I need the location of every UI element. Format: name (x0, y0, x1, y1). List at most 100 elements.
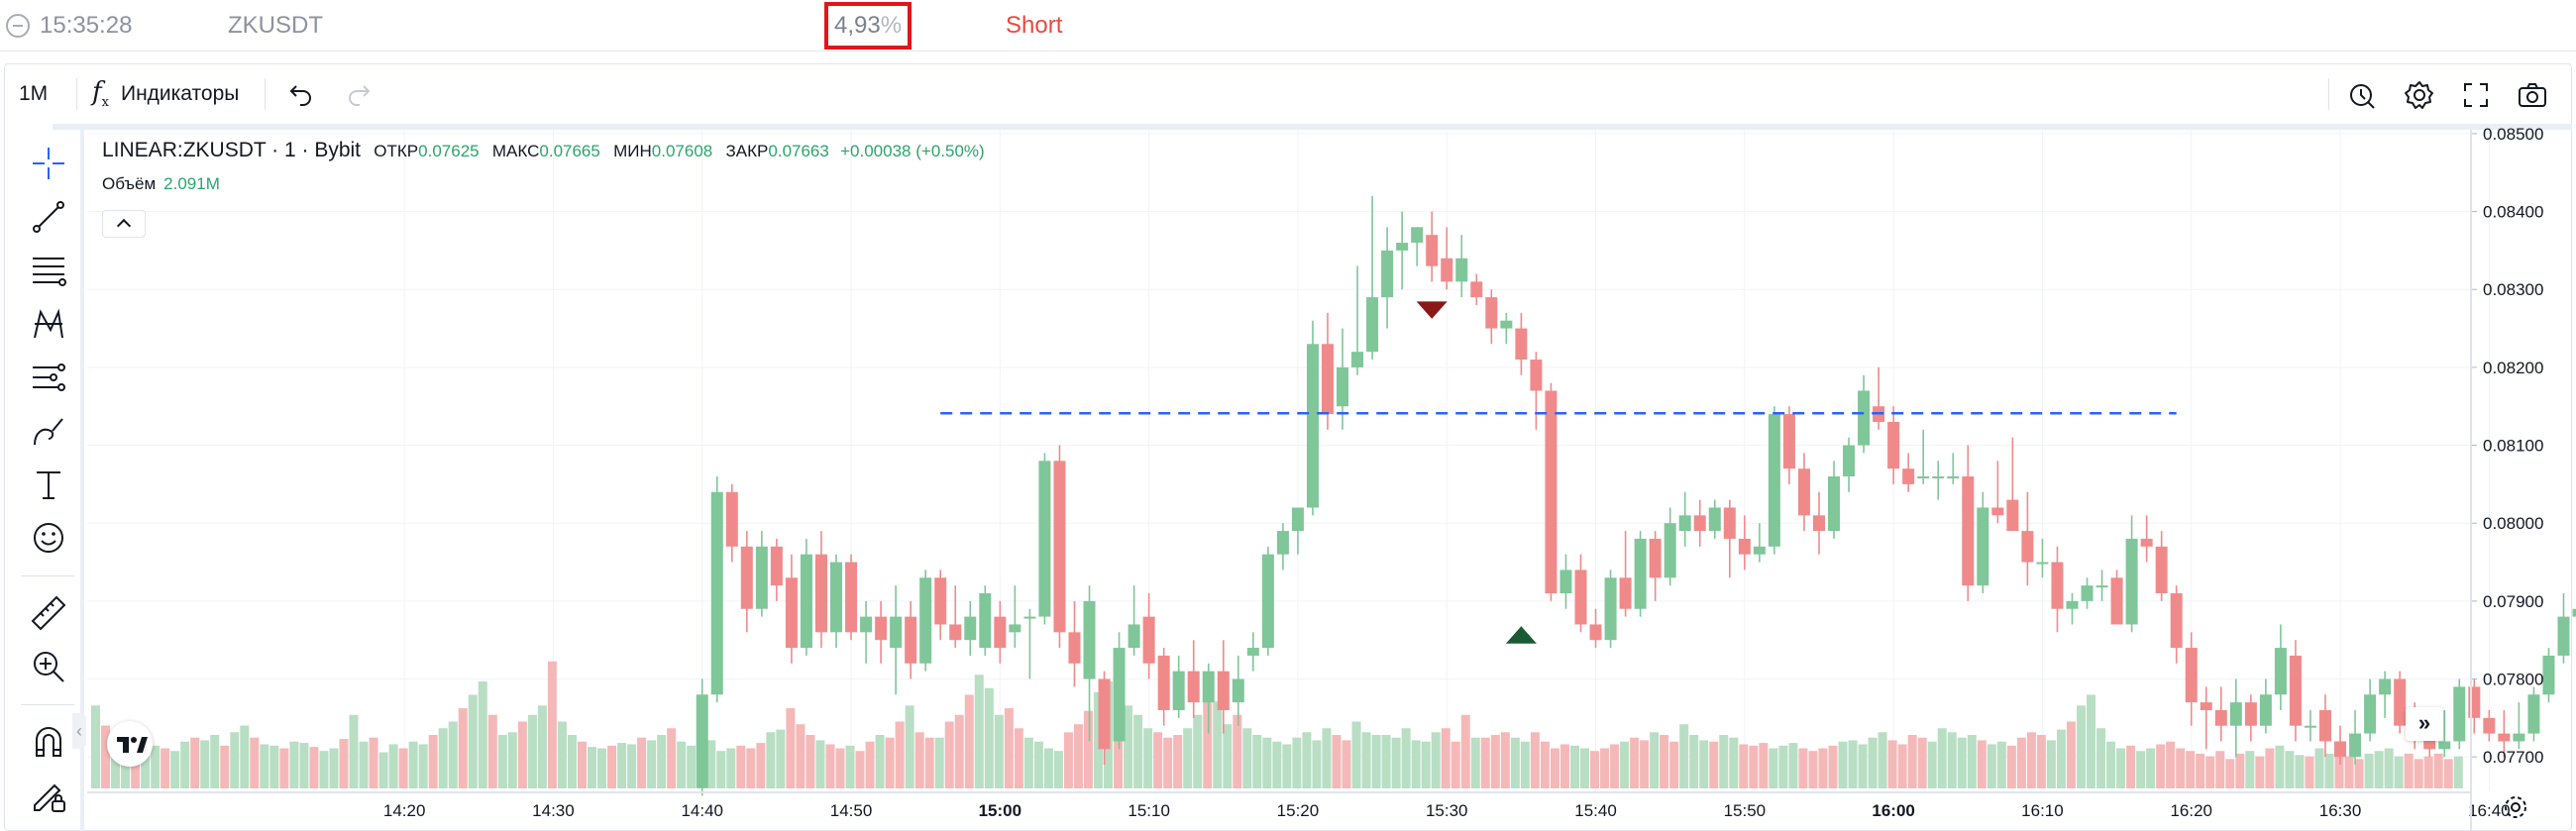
candle-body (2066, 600, 2079, 609)
high-label: МАКС (491, 142, 540, 160)
volume-bar (170, 751, 180, 788)
volume-bar (1878, 732, 1887, 788)
brush-tool[interactable] (29, 411, 68, 451)
volume-bar (885, 737, 895, 788)
candle-body (1470, 281, 1483, 298)
candle-body (979, 593, 992, 649)
redo-icon (349, 85, 371, 106)
position-time: 15:35:28 (40, 12, 133, 39)
volume-bar (895, 721, 905, 788)
volume-bar (1540, 741, 1550, 788)
forecast-tool[interactable] (29, 358, 68, 397)
candle-body (1812, 515, 1825, 532)
candle-body (2527, 694, 2540, 734)
volume-bar (845, 745, 855, 788)
volume-bar (2016, 737, 2026, 788)
volume-bar (2384, 748, 2394, 788)
volume-value: 2.091M (163, 174, 220, 193)
emoji-tool[interactable] (29, 518, 68, 558)
collapse-toolbar-button[interactable]: ‹ (72, 713, 86, 749)
volume-bar (1073, 724, 1083, 788)
pattern-tool[interactable] (29, 304, 68, 344)
toolbar-divider (21, 704, 74, 705)
volume-bar (1223, 724, 1233, 788)
candle-body (696, 694, 708, 788)
candle-body (1351, 352, 1364, 367)
replay-button[interactable] (2346, 78, 2380, 112)
fullscreen-button[interactable] (2459, 78, 2493, 112)
volume-bar (1480, 737, 1490, 788)
candle-body (2051, 562, 2064, 609)
volume-bar (796, 724, 805, 788)
collapse-minus-icon[interactable] (6, 14, 30, 38)
volume-bar (547, 661, 557, 788)
volume-bar (408, 741, 418, 788)
screenshot-button[interactable] (2516, 78, 2549, 112)
candle-body (2557, 616, 2570, 656)
ruler-tool[interactable] (29, 593, 68, 633)
zoom-in-tool[interactable] (29, 647, 68, 686)
volume-bar (260, 744, 269, 788)
candles (696, 195, 2576, 796)
volume-bar (1778, 745, 1788, 788)
volume-bar (141, 741, 151, 788)
volume-bar (1977, 740, 1986, 788)
symbol-title[interactable]: LINEAR:ZKUSDT · 1 · Bybit (102, 139, 362, 161)
volume-bar (1431, 732, 1441, 788)
volume-bar (746, 748, 756, 788)
candle-body (2379, 678, 2392, 695)
fib-retracement-tool[interactable] (29, 251, 68, 290)
candle-body (800, 554, 812, 649)
indicators-button[interactable]: fx Индикаторы (92, 64, 239, 124)
volume-bar (1937, 728, 1947, 788)
candle-body (964, 616, 977, 641)
candle-body (1902, 468, 1915, 484)
pnl-percent-badge: 4,93% (824, 2, 912, 50)
volume-bar (2056, 729, 2066, 788)
candle-body (1589, 624, 1602, 641)
volume-bar (349, 714, 359, 788)
volume-bar (507, 732, 517, 788)
time-tick-label: 15:40 (1574, 801, 1617, 820)
magnet-tool[interactable] (29, 722, 68, 762)
scale-settings-button[interactable] (2501, 792, 2530, 822)
volume-bar (2166, 741, 2176, 788)
price-tick-label: 0.08500 (2483, 125, 2543, 144)
volume-bar (329, 748, 339, 788)
text-tool[interactable] (29, 465, 68, 504)
candle-body (1828, 476, 1841, 532)
volume-bar (1818, 748, 1828, 788)
tradingview-logo[interactable] (107, 721, 153, 767)
candle-body (2542, 655, 2555, 695)
redo-button[interactable] (346, 64, 372, 124)
volume-bar (2285, 751, 2295, 788)
volume-bar (1788, 743, 1798, 788)
candle-body (2110, 577, 2123, 625)
candle-body (785, 577, 798, 649)
candle-body (1977, 507, 1989, 586)
lock-drawings-tool[interactable] (29, 776, 68, 815)
candle-body (1574, 570, 1587, 625)
gear-icon (2405, 81, 2433, 109)
scroll-to-realtime-button[interactable]: » (2406, 707, 2443, 741)
crosshair-tool[interactable] (29, 144, 68, 183)
volume-bar (418, 744, 428, 788)
volume-bar (657, 735, 667, 788)
volume-bar (487, 714, 497, 788)
candle-body (1619, 577, 1632, 609)
zoom-in-icon (34, 652, 64, 682)
collapse-legend-button[interactable] (102, 210, 146, 238)
volume-bar (1510, 737, 1520, 788)
candle-body (1187, 671, 1200, 703)
trend-line-tool[interactable] (29, 197, 68, 237)
volume-bar (1996, 741, 2006, 788)
volume-bar (2235, 753, 2245, 788)
settings-button[interactable] (2403, 78, 2436, 112)
volume-bar (1342, 740, 1351, 788)
volume-bar (1460, 714, 1470, 788)
volume-bar (200, 740, 210, 788)
interval-button[interactable]: 1M (19, 64, 48, 124)
undo-button[interactable] (288, 64, 314, 124)
candle-body (949, 624, 962, 641)
